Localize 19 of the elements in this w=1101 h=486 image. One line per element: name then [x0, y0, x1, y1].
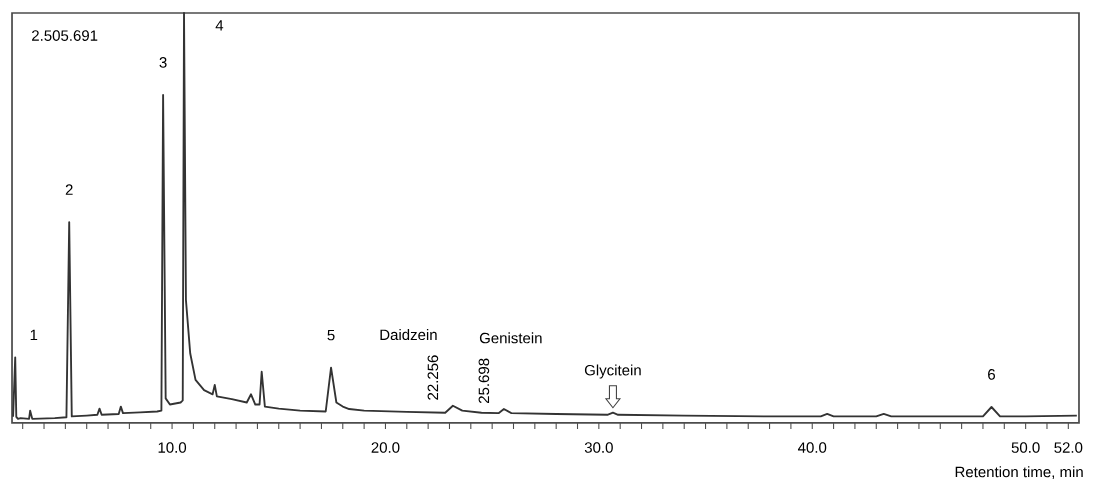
annotation: 4 [215, 20, 224, 31]
annotation: 6 [988, 369, 995, 380]
x-tick-label: 52.0 [1054, 442, 1083, 453]
annotation: 22.256 [427, 355, 439, 400]
annotation: Daidzein [380, 329, 437, 341]
x-tick-label: 10.0 [158, 442, 187, 453]
annotation: 3 [159, 57, 167, 68]
x-tick-label: 50.0 [1011, 442, 1040, 453]
x-tick-label: 40.0 [797, 442, 827, 453]
annotation: 2 [65, 184, 73, 195]
annotation: Genistein [479, 332, 542, 344]
x-tick-label: 20.0 [371, 442, 400, 453]
annotation: 25.698 [478, 358, 490, 404]
annotation: 2.505.691 [32, 30, 98, 41]
annotation: 5 [327, 329, 335, 341]
x-tick-label: 30.0 [584, 442, 613, 453]
x-axis-title: Retention time, min [955, 466, 1083, 480]
annotation: Glycitein [584, 364, 641, 379]
annotation: 1 [30, 329, 38, 341]
